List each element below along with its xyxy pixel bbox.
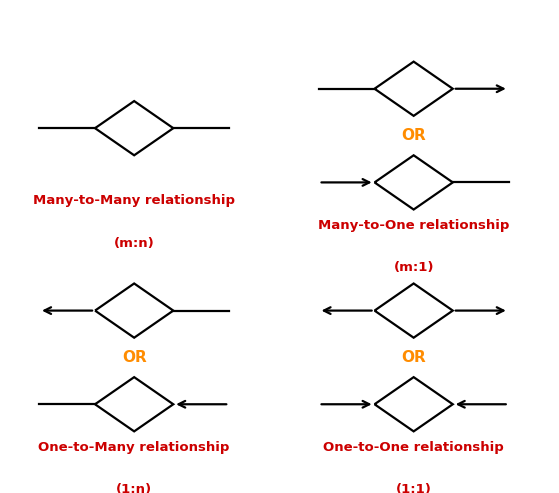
Text: One-to-Many relationship: One-to-Many relationship <box>39 441 230 454</box>
Text: Many-to-One relationship: Many-to-One relationship <box>318 219 509 232</box>
Text: OR: OR <box>122 350 146 365</box>
Text: (m:n): (m:n) <box>114 237 154 249</box>
Text: (1:1): (1:1) <box>396 483 432 493</box>
Text: Many-to-Many relationship: Many-to-Many relationship <box>33 194 235 207</box>
Text: One-to-One relationship: One-to-One relationship <box>323 441 504 454</box>
Text: (1:n): (1:n) <box>116 483 152 493</box>
Text: (m:1): (m:1) <box>394 261 434 274</box>
Text: OR: OR <box>401 128 426 143</box>
Text: OR: OR <box>401 350 426 365</box>
